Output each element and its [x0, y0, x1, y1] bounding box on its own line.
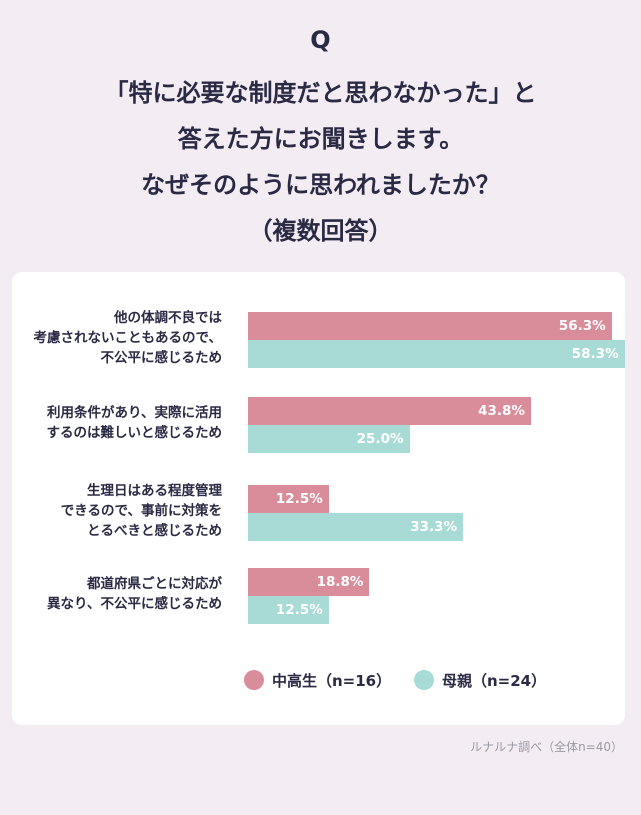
bar-students: [248, 568, 370, 596]
category-label-line: 利用条件があり、実際に活用: [47, 405, 222, 421]
category-label-line: とるべきと感じるため: [87, 523, 222, 539]
bar-value-label: 12.5%: [275, 602, 323, 618]
category-label: 利用条件があり、実際に活用 するのは難しいと感じるため: [47, 403, 223, 443]
category-label-line: 都道府県ごとに対応が: [87, 576, 222, 592]
bar-value-label: 58.3%: [571, 346, 619, 362]
title-line: （複数回答）: [248, 217, 393, 245]
bar-value-label: 25.0%: [356, 431, 404, 447]
category-label: 生理日はある程度管理できるので、事前に対策をとるべきと感じるため: [61, 481, 222, 541]
bar-students: [248, 397, 531, 425]
title-line: なぜそのように思われましたか？: [141, 171, 500, 199]
legend-swatch-mothers: [414, 670, 434, 690]
bar-value-label: 56.3%: [558, 318, 606, 334]
question-marker: Q: [310, 26, 331, 54]
category-label-line: するのは難しいと感じるため: [46, 425, 223, 441]
title-line: 「特に必要な制度だと思わなかった」と: [104, 79, 537, 107]
category-label: 都道府県ごとに対応が異なり、不公平に感じるため: [47, 574, 222, 614]
legend-item-students: 中高生（n=16）: [244, 668, 391, 692]
legend-label-students: 中高生（n=16）: [272, 671, 392, 690]
question-title: 「特に必要な制度だと思わなかった」と 答えた方にお聞きします。 なぜそのように思…: [0, 70, 641, 254]
bar-mothers: [248, 513, 464, 541]
legend-item-mothers: 母親（n=24）: [414, 668, 546, 692]
bar-mothers: [248, 425, 410, 453]
category-label: 他の体調不良では考慮されないこともあるので、不公平に感じるため: [34, 308, 222, 368]
legend-label-mothers: 母親（n=24）: [442, 671, 547, 690]
bar-students: [248, 312, 612, 340]
source-note: ルナルナ調べ（全体n=40）: [470, 740, 623, 754]
category-label-line: 異なり、不公平に感じるため: [47, 596, 222, 612]
category-label-line: 生理日はある程度管理: [87, 483, 222, 499]
bar-value-label: 33.3%: [410, 519, 458, 535]
bar-mothers: [248, 596, 329, 624]
category-label-line: 不公平に感じるため: [100, 350, 223, 366]
bar-value-label: 12.5%: [275, 491, 323, 507]
legend-swatch-students: [244, 670, 264, 690]
bar-students: [248, 485, 329, 513]
legend: 中高生（n=16） 母親（n=24）: [12, 668, 625, 692]
category-label-line: 他の体調不良では: [114, 310, 222, 326]
bar-mothers: [248, 340, 625, 368]
bar-value-label: 18.8%: [316, 574, 364, 590]
category-label-line: できるので、事前に対策を: [60, 503, 222, 519]
chart-card: 他の体調不良では考慮されないこともあるので、不公平に感じるため 56.3% 58.3…: [12, 272, 625, 725]
bar-value-label: 43.8%: [478, 403, 525, 419]
title-line: 答えた方にお聞きします。: [177, 125, 464, 153]
category-label-line: 考慮されないこともあるので、: [33, 330, 222, 346]
